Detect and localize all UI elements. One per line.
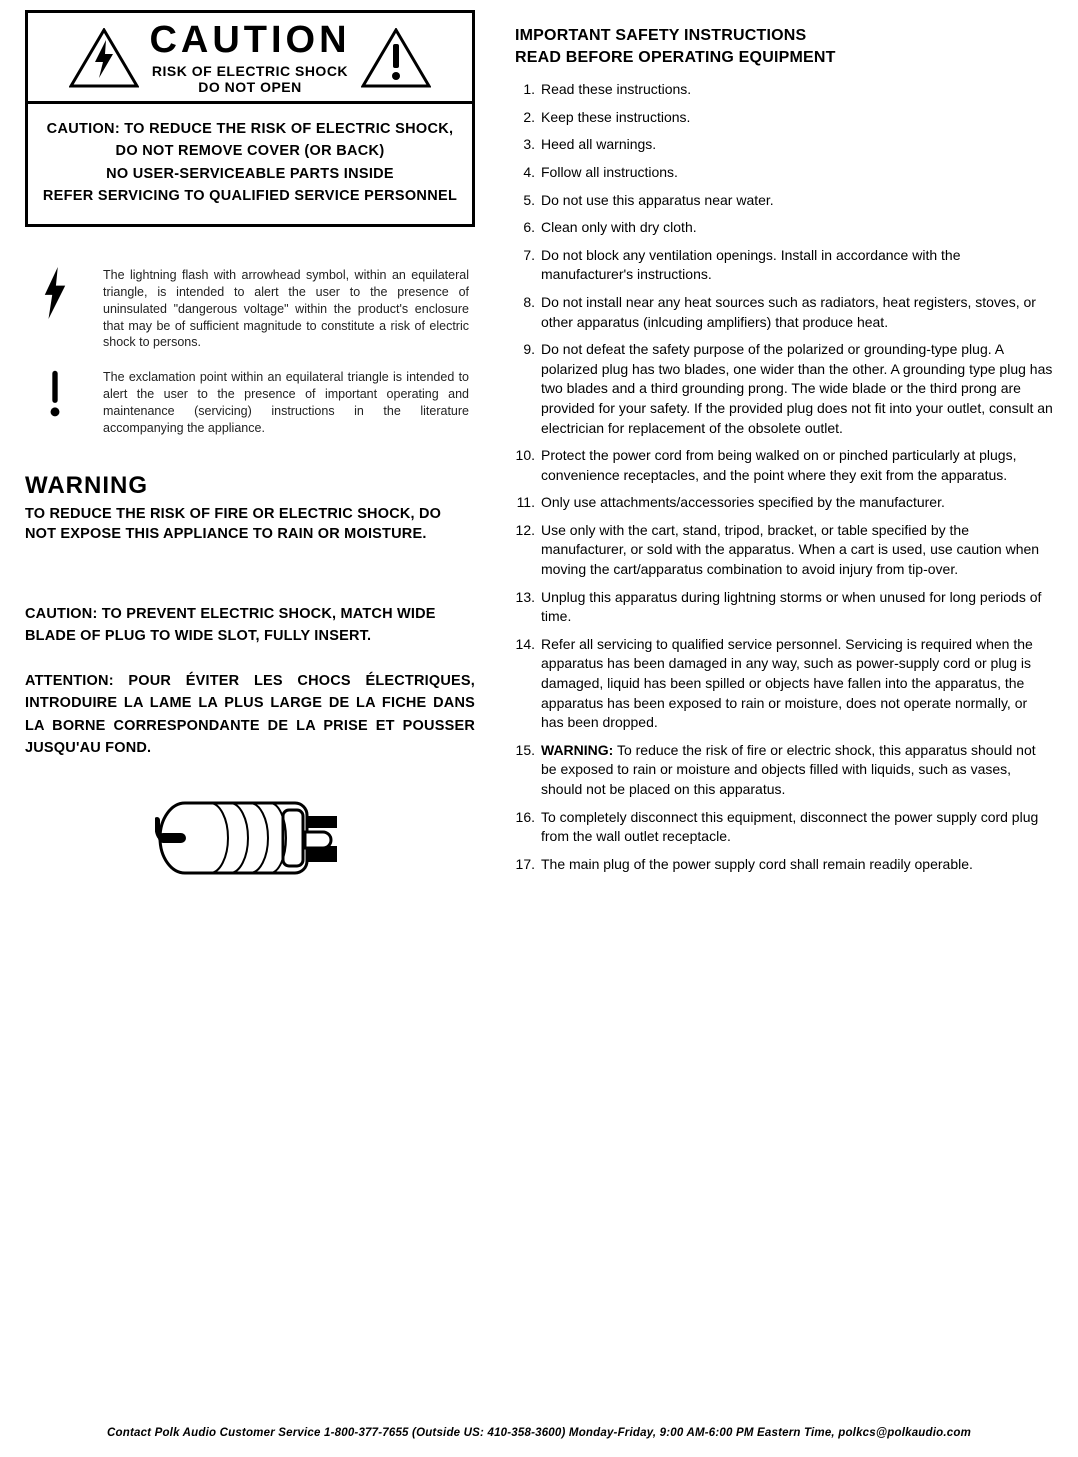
- instruction-text: The main plug of the power supply cord s…: [541, 855, 1053, 875]
- instruction-text: Keep these instructions.: [541, 108, 1053, 128]
- instruction-item: 17.The main plug of the power supply cor…: [515, 855, 1053, 875]
- left-column: CAUTION RISK OF ELECTRIC SHOCK DO NOT OP…: [25, 10, 475, 903]
- instruction-number: 8.: [515, 293, 541, 332]
- page: CAUTION RISK OF ELECTRIC SHOCK DO NOT OP…: [0, 0, 1078, 1457]
- instruction-item: 8.Do not install near any heat sources s…: [515, 293, 1053, 332]
- instruction-text: To completely disconnect this equipment,…: [541, 808, 1053, 847]
- exclamation-triangle-icon: [361, 28, 431, 88]
- instruction-item: 2.Keep these instructions.: [515, 108, 1053, 128]
- caution-body-line: CAUTION: TO REDUCE THE RISK OF ELECTRIC …: [38, 118, 462, 140]
- instruction-number: 11.: [515, 493, 541, 513]
- instruction-number: 1.: [515, 80, 541, 100]
- symbol-note-text: The exclamation point within an equilate…: [103, 369, 475, 437]
- instruction-bold-lead: WARNING:: [541, 742, 613, 758]
- instruction-item: 10.Protect the power cord from being wal…: [515, 446, 1053, 485]
- instruction-number: 5.: [515, 191, 541, 211]
- instruction-text: Do not block any ventilation openings. I…: [541, 246, 1053, 285]
- plug-figure: [25, 778, 475, 903]
- instruction-text: Heed all warnings.: [541, 135, 1053, 155]
- instruction-text: Follow all instructions.: [541, 163, 1053, 183]
- instruction-number: 6.: [515, 218, 541, 238]
- warning-text: TO REDUCE THE RISK OF FIRE OR ELECTRIC S…: [25, 504, 475, 545]
- warning-block: WARNING TO REDUCE THE RISK OF FIRE OR EL…: [25, 472, 475, 545]
- instruction-text: WARNING: To reduce the risk of fire or e…: [541, 741, 1053, 800]
- instruction-item: 5.Do not use this apparatus near water.: [515, 191, 1053, 211]
- caution-title-block: CAUTION RISK OF ELECTRIC SHOCK DO NOT OP…: [149, 21, 350, 95]
- instruction-number: 12.: [515, 521, 541, 580]
- instruction-number: 16.: [515, 808, 541, 847]
- instruction-number: 3.: [515, 135, 541, 155]
- caution-body-line: NO USER-SERVICEABLE PARTS INSIDE: [38, 163, 462, 185]
- instruction-text: Read these instructions.: [541, 80, 1053, 100]
- instruction-number: 17.: [515, 855, 541, 875]
- symbol-note-lightning: The lightning flash with arrowhead symbo…: [25, 267, 475, 351]
- instruction-number: 14.: [515, 635, 541, 733]
- instruction-item: 13.Unplug this apparatus during lightnin…: [515, 588, 1053, 627]
- symbol-note-text: The lightning flash with arrowhead symbo…: [103, 267, 475, 351]
- instruction-list: 1.Read these instructions.2.Keep these i…: [515, 80, 1053, 874]
- exclamation-icon: [25, 369, 85, 419]
- instruction-number: 7.: [515, 246, 541, 285]
- instruction-text: Do not install near any heat sources suc…: [541, 293, 1053, 332]
- instruction-item: 11.Only use attachments/accessories spec…: [515, 493, 1053, 513]
- caution-plug-lead: CAUTION:: [25, 606, 97, 622]
- lightning-bolt-icon: [25, 267, 85, 319]
- caution-word: CAUTION: [149, 21, 350, 59]
- instruction-text: Only use attachments/accessories specifi…: [541, 493, 1053, 513]
- attention-plug-lead: ATTENTION:: [25, 673, 114, 689]
- instruction-text: Do not use this apparatus near water.: [541, 191, 1053, 211]
- instruction-item: 6.Clean only with dry cloth.: [515, 218, 1053, 238]
- safety-heading: IMPORTANT SAFETY INSTRUCTIONS READ BEFOR…: [515, 25, 1053, 68]
- safety-heading-line-2: READ BEFORE OPERATING EQUIPMENT: [515, 49, 836, 66]
- instruction-item: 1.Read these instructions.: [515, 80, 1053, 100]
- symbol-note-exclamation: The exclamation point within an equilate…: [25, 369, 475, 437]
- instruction-text: Clean only with dry cloth.: [541, 218, 1053, 238]
- lightning-triangle-icon: [69, 28, 139, 88]
- caution-body: CAUTION: TO REDUCE THE RISK OF ELECTRIC …: [28, 104, 472, 224]
- warning-title: WARNING: [25, 472, 475, 500]
- instruction-text: Unplug this apparatus during lightning s…: [541, 588, 1053, 627]
- instruction-number: 10.: [515, 446, 541, 485]
- instruction-item: 7.Do not block any ventilation openings.…: [515, 246, 1053, 285]
- two-column-layout: CAUTION RISK OF ELECTRIC SHOCK DO NOT OP…: [25, 10, 1053, 903]
- attention-plug-note: ATTENTION: POUR ÉVITER LES CHOCS ÉLECTRI…: [25, 670, 475, 760]
- instruction-item: 16.To completely disconnect this equipme…: [515, 808, 1053, 847]
- instruction-item: 9.Do not defeat the safety purpose of th…: [515, 340, 1053, 438]
- caution-panel: CAUTION RISK OF ELECTRIC SHOCK DO NOT OP…: [25, 10, 475, 227]
- instruction-number: 13.: [515, 588, 541, 627]
- instruction-number: 4.: [515, 163, 541, 183]
- right-column: IMPORTANT SAFETY INSTRUCTIONS READ BEFOR…: [515, 10, 1053, 903]
- instruction-item: 12.Use only with the cart, stand, tripod…: [515, 521, 1053, 580]
- instruction-number: 2.: [515, 108, 541, 128]
- footer-contact: Contact Polk Audio Customer Service 1-80…: [0, 1427, 1078, 1439]
- instruction-text: Do not defeat the safety purpose of the …: [541, 340, 1053, 438]
- instruction-number: 15.: [515, 741, 541, 800]
- caution-body-line: REFER SERVICING TO QUALIFIED SERVICE PER…: [38, 185, 462, 207]
- instruction-rest: To reduce the risk of fire or electric s…: [541, 742, 1036, 797]
- caution-body-line: DO NOT REMOVE COVER (OR BACK): [38, 140, 462, 162]
- safety-heading-line-1: IMPORTANT SAFETY INSTRUCTIONS: [515, 27, 806, 44]
- caution-plug-note: CAUTION: TO PREVENT ELECTRIC SHOCK, MATC…: [25, 604, 475, 648]
- instruction-item: 3.Heed all warnings.: [515, 135, 1053, 155]
- instruction-item: 14.Refer all servicing to qualified serv…: [515, 635, 1053, 733]
- caution-sub-1: RISK OF ELECTRIC SHOCK: [149, 63, 350, 79]
- instruction-text: Use only with the cart, stand, tripod, b…: [541, 521, 1053, 580]
- caution-sub-2: DO NOT OPEN: [149, 79, 350, 95]
- instruction-item: 4.Follow all instructions.: [515, 163, 1053, 183]
- instruction-text: Refer all servicing to qualified service…: [541, 635, 1053, 733]
- instruction-text: Protect the power cord from being walked…: [541, 446, 1053, 485]
- caution-header: CAUTION RISK OF ELECTRIC SHOCK DO NOT OP…: [28, 13, 472, 104]
- instruction-number: 9.: [515, 340, 541, 438]
- instruction-item: 15.WARNING: To reduce the risk of fire o…: [515, 741, 1053, 800]
